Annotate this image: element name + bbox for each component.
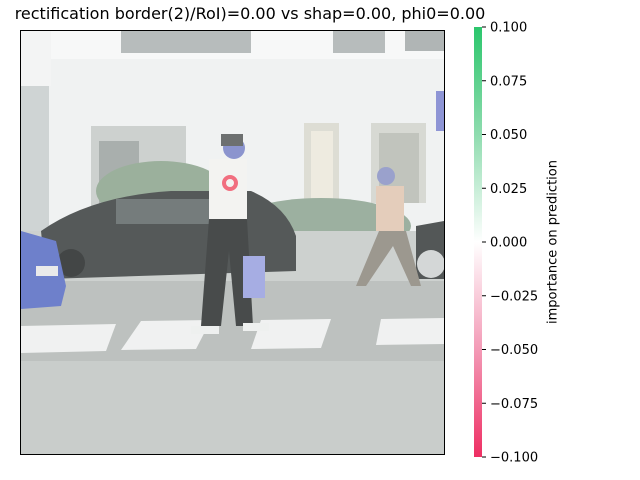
street-scene-image	[21, 31, 444, 454]
colorbar-tick-layer: 0.100 0.075 0.050 0.025 0.000 −0.025 −0.050 −0.…	[482, 21, 538, 466]
colorbar-tick-label: −0.100	[490, 451, 538, 466]
colorbar-tick-label: −0.025	[490, 289, 538, 304]
image-panel	[20, 30, 445, 455]
chart-title: rectification border(2)/RoI)=0.00 vs sha…	[14, 4, 486, 23]
colorbar-tick-label: −0.050	[490, 343, 538, 358]
colorbar-tick-label: 0.050	[490, 128, 527, 143]
colorbar-tick-label: 0.025	[490, 182, 527, 197]
colorbar-ticks: 0.100 0.075 0.050 0.025 0.000 −0.025 −0.050 −0.…	[482, 21, 542, 466]
colorbar-tick-label: 0.100	[490, 21, 527, 36]
colorbar-tick-label: 0.000	[490, 236, 527, 251]
colorbar-tick-label: 0.075	[490, 74, 527, 89]
colorbar-label: importance on prediction	[545, 160, 561, 324]
colorbar-tick-label: −0.075	[490, 397, 538, 412]
colorbar	[474, 27, 482, 457]
